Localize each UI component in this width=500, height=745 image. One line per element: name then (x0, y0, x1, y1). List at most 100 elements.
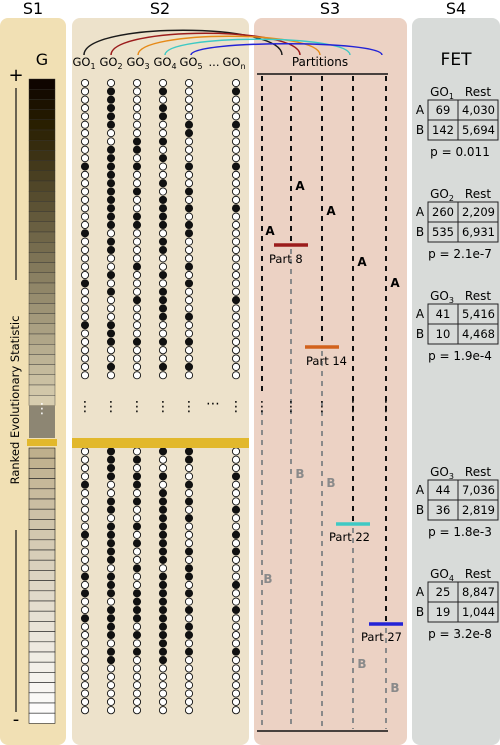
gene-dot (107, 565, 114, 572)
gene-bar (29, 672, 55, 682)
fet-p-value: p = 0.011 (430, 145, 490, 159)
gene-dot (133, 180, 140, 187)
gene-dot-member (159, 363, 166, 370)
gene-dot (107, 490, 114, 497)
gene-dot (81, 581, 88, 588)
fet-cell-go-count: 19 (436, 605, 451, 619)
gene-dot (185, 246, 192, 253)
fet-row-b-label: B (416, 503, 424, 517)
gene-dot (107, 313, 114, 320)
gene-dot-member (107, 506, 114, 513)
gene-dot (133, 155, 140, 162)
gene-dot-member (185, 648, 192, 655)
gene-bar (29, 621, 55, 631)
dot-row-ellipsis: ⋮ (104, 399, 118, 415)
gene-dot (232, 338, 239, 345)
gene-dot (107, 297, 114, 304)
gene-bar (29, 693, 55, 703)
gene-bar (29, 334, 55, 344)
gene-dot-member (159, 271, 166, 278)
s3-header: S3 (320, 0, 340, 18)
gene-dot (81, 372, 88, 379)
gene-dot (107, 682, 114, 689)
gene-dot (185, 196, 192, 203)
gene-dot-member (159, 531, 166, 538)
fet-cell-rest-count: 1,044 (462, 605, 495, 619)
gene-dot (81, 180, 88, 187)
gene-dot (159, 163, 166, 170)
gene-dot (185, 288, 192, 295)
gene-dot (133, 347, 140, 354)
fet-cell-rest-count: 4,030 (462, 103, 495, 117)
gene-dot (81, 121, 88, 128)
partition-label: Part 27 (361, 630, 402, 644)
gene-dot (133, 230, 140, 237)
gene-dot-member (133, 481, 140, 488)
gene-dot (107, 598, 114, 605)
gene-dot-member (107, 473, 114, 480)
gene-dot (81, 515, 88, 522)
gene-dot (232, 230, 239, 237)
gene-dot-member (159, 297, 166, 304)
gene-dot (232, 104, 239, 111)
gene-bar (29, 652, 55, 662)
go-term-subscript: n (240, 62, 245, 71)
gene-dot (185, 79, 192, 86)
fet-cell-rest-count: 2,819 (462, 503, 495, 517)
gene-dot-member (185, 130, 192, 137)
s4-header: S4 (446, 0, 466, 18)
gene-dot-member (107, 104, 114, 111)
gene-dot-member (159, 590, 166, 597)
gene-bar (29, 171, 55, 181)
gene-dot (133, 313, 140, 320)
fet-rest-header: Rest (465, 187, 491, 201)
gene-bar (29, 632, 55, 642)
gene-dot (81, 657, 88, 664)
go-term-name: GO (222, 55, 240, 69)
gene-dot (232, 657, 239, 664)
gene-bar (29, 130, 55, 140)
gene-dot (232, 498, 239, 505)
gene-dot (107, 347, 114, 354)
gene-bar (29, 591, 55, 601)
gene-dot-member (107, 322, 114, 329)
gene-dot (133, 96, 140, 103)
gene-dot (133, 355, 140, 362)
gene-dot (81, 221, 88, 228)
gene-dot-member (185, 363, 192, 370)
gene-dot (81, 155, 88, 162)
fet-row-a-label: A (416, 205, 425, 219)
gene-dot-member (133, 138, 140, 145)
gene-dot-member (133, 297, 140, 304)
gene-bar (29, 354, 55, 364)
gene-dot-member (107, 581, 114, 588)
gene-dot-member (159, 573, 166, 580)
dot-row-ellipsis: ⋮ (156, 399, 170, 415)
gene-dot (107, 79, 114, 86)
gene-dot (133, 490, 140, 497)
gene-bar (29, 99, 55, 109)
fet-cell-go-count: 142 (432, 123, 454, 137)
gene-dot-member (185, 498, 192, 505)
gene-dot-member (107, 523, 114, 530)
gene-dot-member (107, 163, 114, 170)
gene-dot-member (159, 221, 166, 228)
gene-dot-member (232, 581, 239, 588)
gene-dot (107, 673, 114, 680)
gene-dot (185, 615, 192, 622)
gene-dot (81, 631, 88, 638)
gene-dot (133, 196, 140, 203)
gene-dot-member (107, 531, 114, 538)
gene-dot (133, 665, 140, 672)
fet-cell-go-count: 41 (436, 307, 451, 321)
gene-dot (81, 88, 88, 95)
gene-bar (29, 713, 55, 723)
gene-dot (232, 196, 239, 203)
gene-dot-member (185, 313, 192, 320)
gene-dot (232, 515, 239, 522)
gene-dot-member (107, 456, 114, 463)
gene-dot (81, 305, 88, 312)
gene-dot (133, 372, 140, 379)
gene-dot (81, 473, 88, 480)
fet-row-a-label: A (416, 483, 425, 497)
